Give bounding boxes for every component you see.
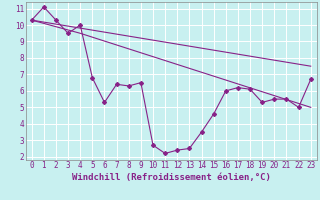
X-axis label: Windchill (Refroidissement éolien,°C): Windchill (Refroidissement éolien,°C) (72, 173, 271, 182)
